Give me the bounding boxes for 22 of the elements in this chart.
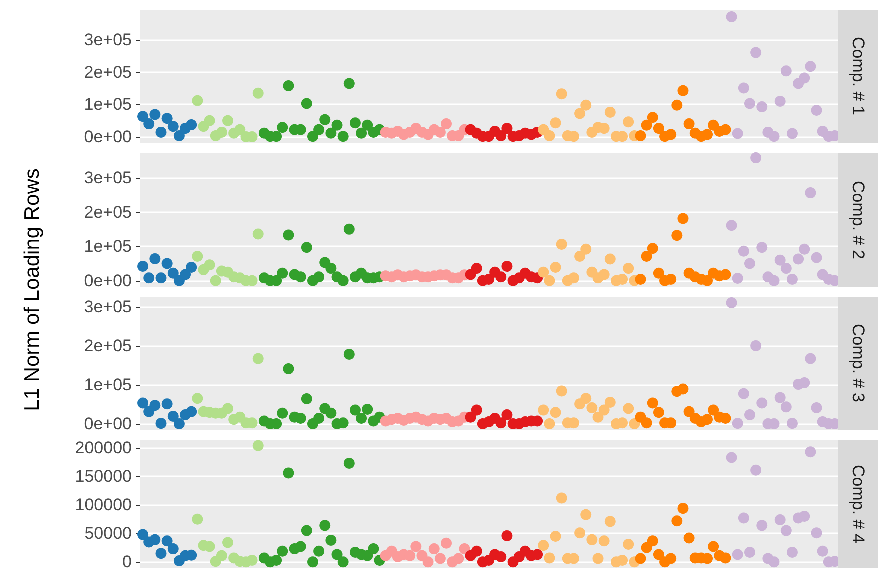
y-tick-label: 3e+05: [84, 297, 132, 316]
y-tick-label: 0e+00: [84, 271, 132, 290]
y-tick-label: 2e+05: [84, 62, 132, 82]
text: Comp. # 4: [848, 464, 868, 544]
y-tick-label: 50000: [84, 524, 132, 544]
y-tick-label: 0e+00: [84, 127, 132, 146]
text: Comp. # 1: [848, 37, 868, 116]
y-tick-label: 0e+00: [84, 414, 132, 434]
y-tick-label: 200000: [75, 438, 132, 458]
y-tick-label: 150000: [75, 467, 132, 486]
y-tick-label: 1e+05: [84, 95, 132, 114]
y-tick-label: 1e+05: [84, 375, 132, 394]
y-tick-label: 3e+05: [84, 168, 132, 188]
text: Comp. # 2: [848, 180, 868, 260]
y-tick-label: 0: [122, 552, 132, 572]
y-tick-label: 2e+05: [84, 202, 132, 222]
text: Comp. # 3: [848, 324, 868, 403]
y-tick-label: 100000: [75, 496, 132, 515]
y-tick-label: 3e+05: [84, 30, 132, 50]
y-axis-title: L1 Norm of Loading Rows: [21, 168, 45, 412]
y-tick-label: 2e+05: [84, 336, 132, 356]
y-tick-label: 1e+05: [84, 237, 132, 256]
